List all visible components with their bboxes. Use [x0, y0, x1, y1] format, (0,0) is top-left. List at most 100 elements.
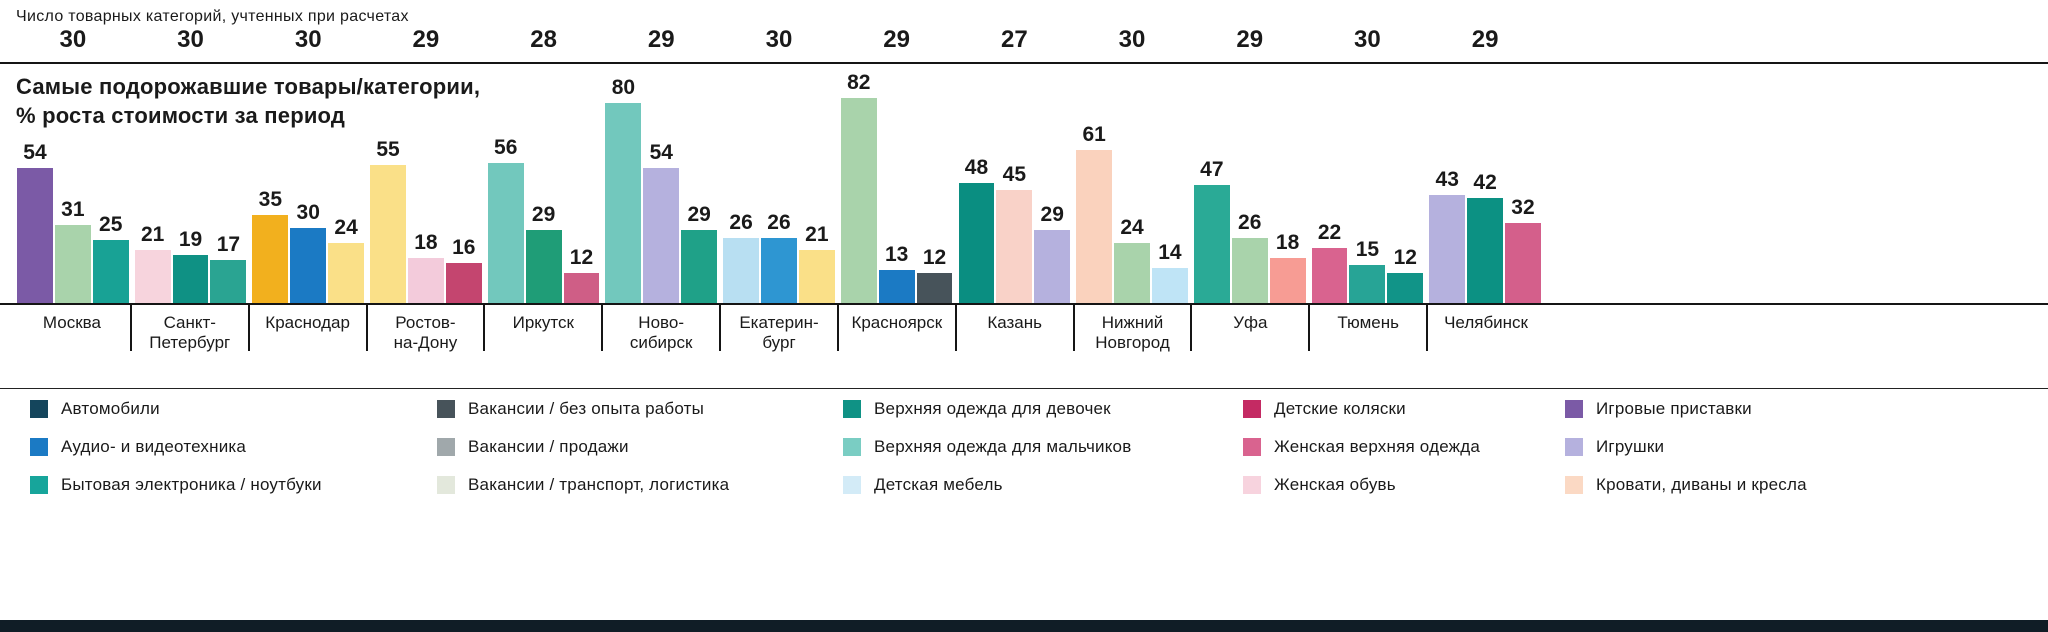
legend-label: Игрушки: [1596, 436, 1665, 456]
legend-swatch: [1243, 399, 1261, 418]
bar: [605, 103, 642, 303]
bar-with-label: 43: [1429, 168, 1466, 303]
bar-group: 55 18 16: [367, 138, 485, 303]
bar-group: 35 30 24: [249, 188, 367, 303]
legend-label: Детские коляски: [1274, 398, 1406, 418]
legend-swatch: [30, 399, 48, 418]
bar-value-label: 80: [611, 76, 636, 99]
bar-value-label: 61: [1082, 123, 1106, 146]
category-count: 29: [1236, 26, 1264, 53]
bar-with-label: 55: [370, 138, 406, 303]
x-axis-label: Иркутск: [483, 305, 601, 351]
legend-item: Автомобили: [30, 398, 437, 419]
bar-value-label: 19: [178, 228, 203, 251]
legend-swatch: [1243, 475, 1261, 494]
bar-with-label: 30: [290, 201, 327, 303]
bar-with-label: 17: [210, 233, 247, 303]
bar-value-label: 29: [687, 203, 711, 226]
chart-title-line-2: % роста стоимости за период: [16, 103, 346, 129]
category-count: 30: [177, 26, 204, 53]
bar: [563, 273, 600, 303]
bar-value-label: 17: [216, 233, 241, 256]
x-axis-label-line: Ново-: [638, 313, 684, 332]
bar: [92, 240, 129, 303]
legend: Автомобили Аудио- и видеотехника Бытовая э…: [30, 398, 1807, 495]
bar-with-label: 24: [1114, 216, 1150, 303]
x-axis-label: Ново-сибирск: [601, 305, 719, 352]
bar-group: 54 31 25: [14, 141, 132, 303]
x-axis-label-line: Москва: [42, 313, 101, 332]
legend-column: Игровые приставки Игрушки Кровати, диваны …: [1565, 398, 1807, 495]
bar-group: 47 26 18: [1191, 158, 1309, 303]
bar-group: 80 54 29: [602, 76, 720, 303]
legend-item: Вакансии / без опыта работы: [437, 398, 843, 419]
legend-swatch: [843, 399, 861, 418]
bar-with-label: 14: [1151, 241, 1188, 303]
bar-value-label: 82: [847, 71, 871, 94]
bar-with-label: 21: [798, 223, 835, 303]
bar-group: 22 15 12: [1309, 221, 1427, 303]
legend-swatch: [1565, 399, 1583, 418]
bar: [328, 243, 365, 303]
x-axis-label-line: Новгород: [1095, 333, 1170, 353]
bar: [407, 258, 444, 303]
bar-with-label: 48: [958, 156, 995, 303]
bar-value-label: 29: [1040, 203, 1064, 226]
legend-item: Игрушки: [1565, 436, 1807, 457]
x-axis-label-line: Иркутск: [512, 313, 574, 332]
legend-label: Вакансии / транспорт, логистика: [468, 474, 730, 494]
bar: [210, 260, 247, 303]
bar: [916, 273, 953, 303]
chart-title-line-1: Самые подорожавшие товары/категории,: [16, 74, 481, 99]
bar: [370, 165, 406, 303]
legend-label: Автомобили: [61, 398, 160, 418]
bar-value-label: 48: [964, 156, 989, 179]
bar-value-label: 26: [767, 211, 791, 234]
legend-item: Детские коляски: [1243, 398, 1565, 419]
bar-group: 26 26 21: [720, 211, 838, 303]
legend-swatch: [1565, 437, 1583, 456]
category-count: 28: [530, 26, 557, 53]
legend-swatch: [843, 475, 861, 494]
x-axis-label-line: Красноярск: [851, 313, 943, 332]
bar-value-label: 22: [1317, 221, 1342, 244]
legend-swatch: [843, 437, 861, 456]
bar-with-label: 54: [17, 141, 53, 303]
bar-value-label: 31: [61, 198, 85, 221]
category-count: 29: [412, 26, 440, 53]
bar: [643, 168, 680, 303]
bar-with-label: 19: [172, 228, 209, 303]
bar: [487, 163, 524, 303]
bar: [1114, 243, 1150, 303]
bar: [172, 255, 209, 303]
bar: [134, 250, 171, 303]
bar-value-label: 29: [531, 203, 556, 226]
bar-group: 61 24 14: [1073, 123, 1191, 303]
bar: [1076, 150, 1113, 303]
x-axis-label-line: на-Дону: [393, 333, 458, 353]
bar-value-label: 21: [805, 223, 829, 246]
bar: [17, 168, 53, 303]
bar: [1269, 258, 1306, 303]
legend-swatch: [1565, 475, 1583, 494]
bar: [878, 270, 915, 303]
bar: [1034, 230, 1071, 303]
legend-swatch: [30, 475, 48, 494]
category-count: 27: [1000, 26, 1028, 53]
legend-item: Детская мебель: [843, 474, 1243, 495]
bar-with-label: 31: [54, 198, 91, 303]
bar-value-label: 56: [494, 136, 518, 159]
chart-title: Самые подорожавшие товары/категории, % р…: [16, 72, 480, 130]
category-count: 30: [765, 26, 793, 53]
bar-with-label: 29: [681, 203, 718, 303]
legend-swatch: [437, 475, 455, 494]
bar: [1429, 195, 1466, 303]
bar: [798, 250, 835, 303]
bar-value-label: 18: [1275, 231, 1300, 254]
legend-label: Вакансии / без опыта работы: [468, 398, 705, 418]
x-axis-label: Санкт- Петербург: [129, 305, 248, 352]
x-axis-label-line: Санкт-: [163, 313, 216, 332]
bar-value-label: 12: [1393, 246, 1417, 269]
bar-value-label: 42: [1473, 171, 1497, 194]
